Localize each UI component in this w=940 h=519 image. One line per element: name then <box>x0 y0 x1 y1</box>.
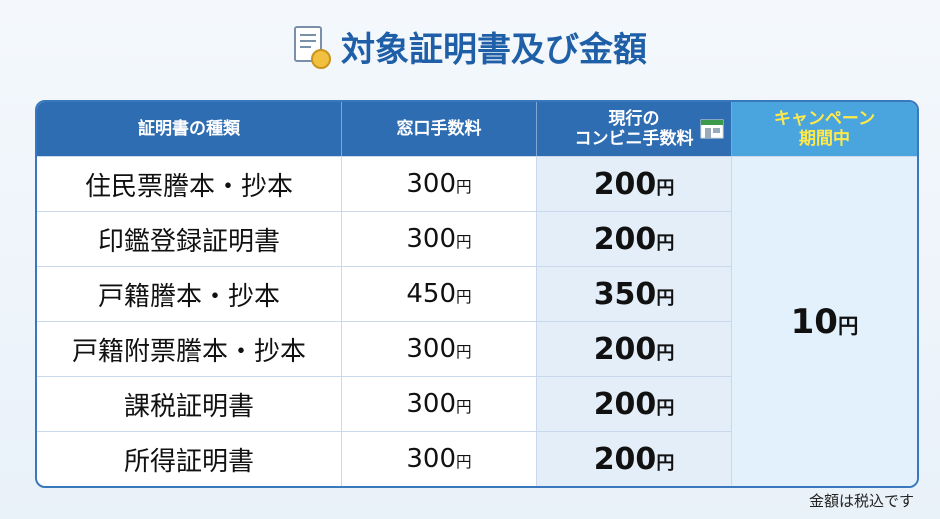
amount: 300 <box>406 389 457 419</box>
unit: 円 <box>456 233 472 251</box>
table-row: 印鑑登録証明書 300円 200円 <box>37 211 917 266</box>
table-row: 住民票謄本・抄本 300円 200円 10円 <box>37 156 917 486</box>
unit: 円 <box>656 452 675 474</box>
certificate-name: 住民票謄本・抄本 <box>37 156 342 211</box>
icon-wrap <box>699 116 725 140</box>
unit: 円 <box>656 397 675 419</box>
amount: 200 <box>593 441 657 477</box>
convenience-fee: 200円 <box>537 156 732 211</box>
campaign-fee: 10円 <box>732 156 917 486</box>
unit: 円 <box>656 232 675 254</box>
amount: 300 <box>406 444 457 474</box>
header-line: 証明書の種類 <box>138 119 240 139</box>
convenience-fee: 200円 <box>537 321 732 376</box>
amount: 200 <box>593 221 657 257</box>
certificate-name: 課税証明書 <box>37 376 342 431</box>
unit: 円 <box>456 343 472 361</box>
table-row: 戸籍附票謄本・抄本 300円 200円 <box>37 321 917 376</box>
convenience-fee: 200円 <box>537 211 732 266</box>
window-fee: 300円 <box>342 431 537 486</box>
certificate-name: 戸籍謄本・抄本 <box>37 266 342 321</box>
column-header: 現行の コンビニ手数料 <box>537 102 732 156</box>
certificate-name: 戸籍附票謄本・抄本 <box>37 321 342 376</box>
header-line: コンビニ手数料 <box>574 129 694 149</box>
footnote: 金額は税込です <box>808 492 914 510</box>
convenience-fee: 350円 <box>537 266 732 321</box>
amount: 300 <box>406 334 457 364</box>
window-fee: 300円 <box>342 321 537 376</box>
title-icon <box>294 25 331 69</box>
amount: 200 <box>593 166 657 202</box>
unit: 円 <box>656 342 675 364</box>
amount: 200 <box>593 331 657 367</box>
unit: 円 <box>456 398 472 416</box>
header-line: 窓口手数料 <box>396 119 482 139</box>
unit: 円 <box>656 287 675 309</box>
convenience-fee: 200円 <box>537 431 732 486</box>
header-line: 現行の <box>608 109 660 129</box>
certificate-name: 印鑑登録証明書 <box>37 211 342 266</box>
table-row: 戸籍謄本・抄本 450円 350円 <box>37 266 917 321</box>
title-bar: 対象証明書及び金額 <box>0 22 940 71</box>
window-fee: 450円 <box>342 266 537 321</box>
title-text: 対象証明書及び金額 <box>341 30 647 70</box>
amount: 10 <box>790 301 838 342</box>
window-fee: 300円 <box>342 156 537 211</box>
column-header: キャンペーン 期間中 <box>732 102 917 156</box>
column-header: 窓口手数料 <box>342 102 537 156</box>
table-row: 所得証明書 300円 200円 <box>37 431 917 486</box>
amount: 350 <box>593 276 657 312</box>
convenience-fee: 200円 <box>537 376 732 431</box>
amount: 450 <box>406 279 457 309</box>
window-fee: 300円 <box>342 376 537 431</box>
unit: 円 <box>456 288 472 306</box>
amount: 300 <box>406 169 457 199</box>
certificate-name: 所得証明書 <box>37 431 342 486</box>
header-line: 期間中 <box>799 129 850 149</box>
window-fee: 300円 <box>342 211 537 266</box>
unit: 円 <box>456 178 472 196</box>
unit: 円 <box>456 453 472 471</box>
table-row: 課税証明書 300円 200円 <box>37 376 917 431</box>
header-line: キャンペーン <box>773 109 876 129</box>
unit: 円 <box>837 313 859 338</box>
amount: 200 <box>593 386 657 422</box>
amount: 300 <box>406 224 457 254</box>
unit: 円 <box>656 177 675 199</box>
store-icon <box>700 119 724 139</box>
column-header: 証明書の種類 <box>37 102 342 156</box>
fee-table: 証明書の種類 窓口手数料 現行の コンビニ手数料 キャンペーン 期間中 住民票謄本・抄本 3… <box>35 100 919 488</box>
